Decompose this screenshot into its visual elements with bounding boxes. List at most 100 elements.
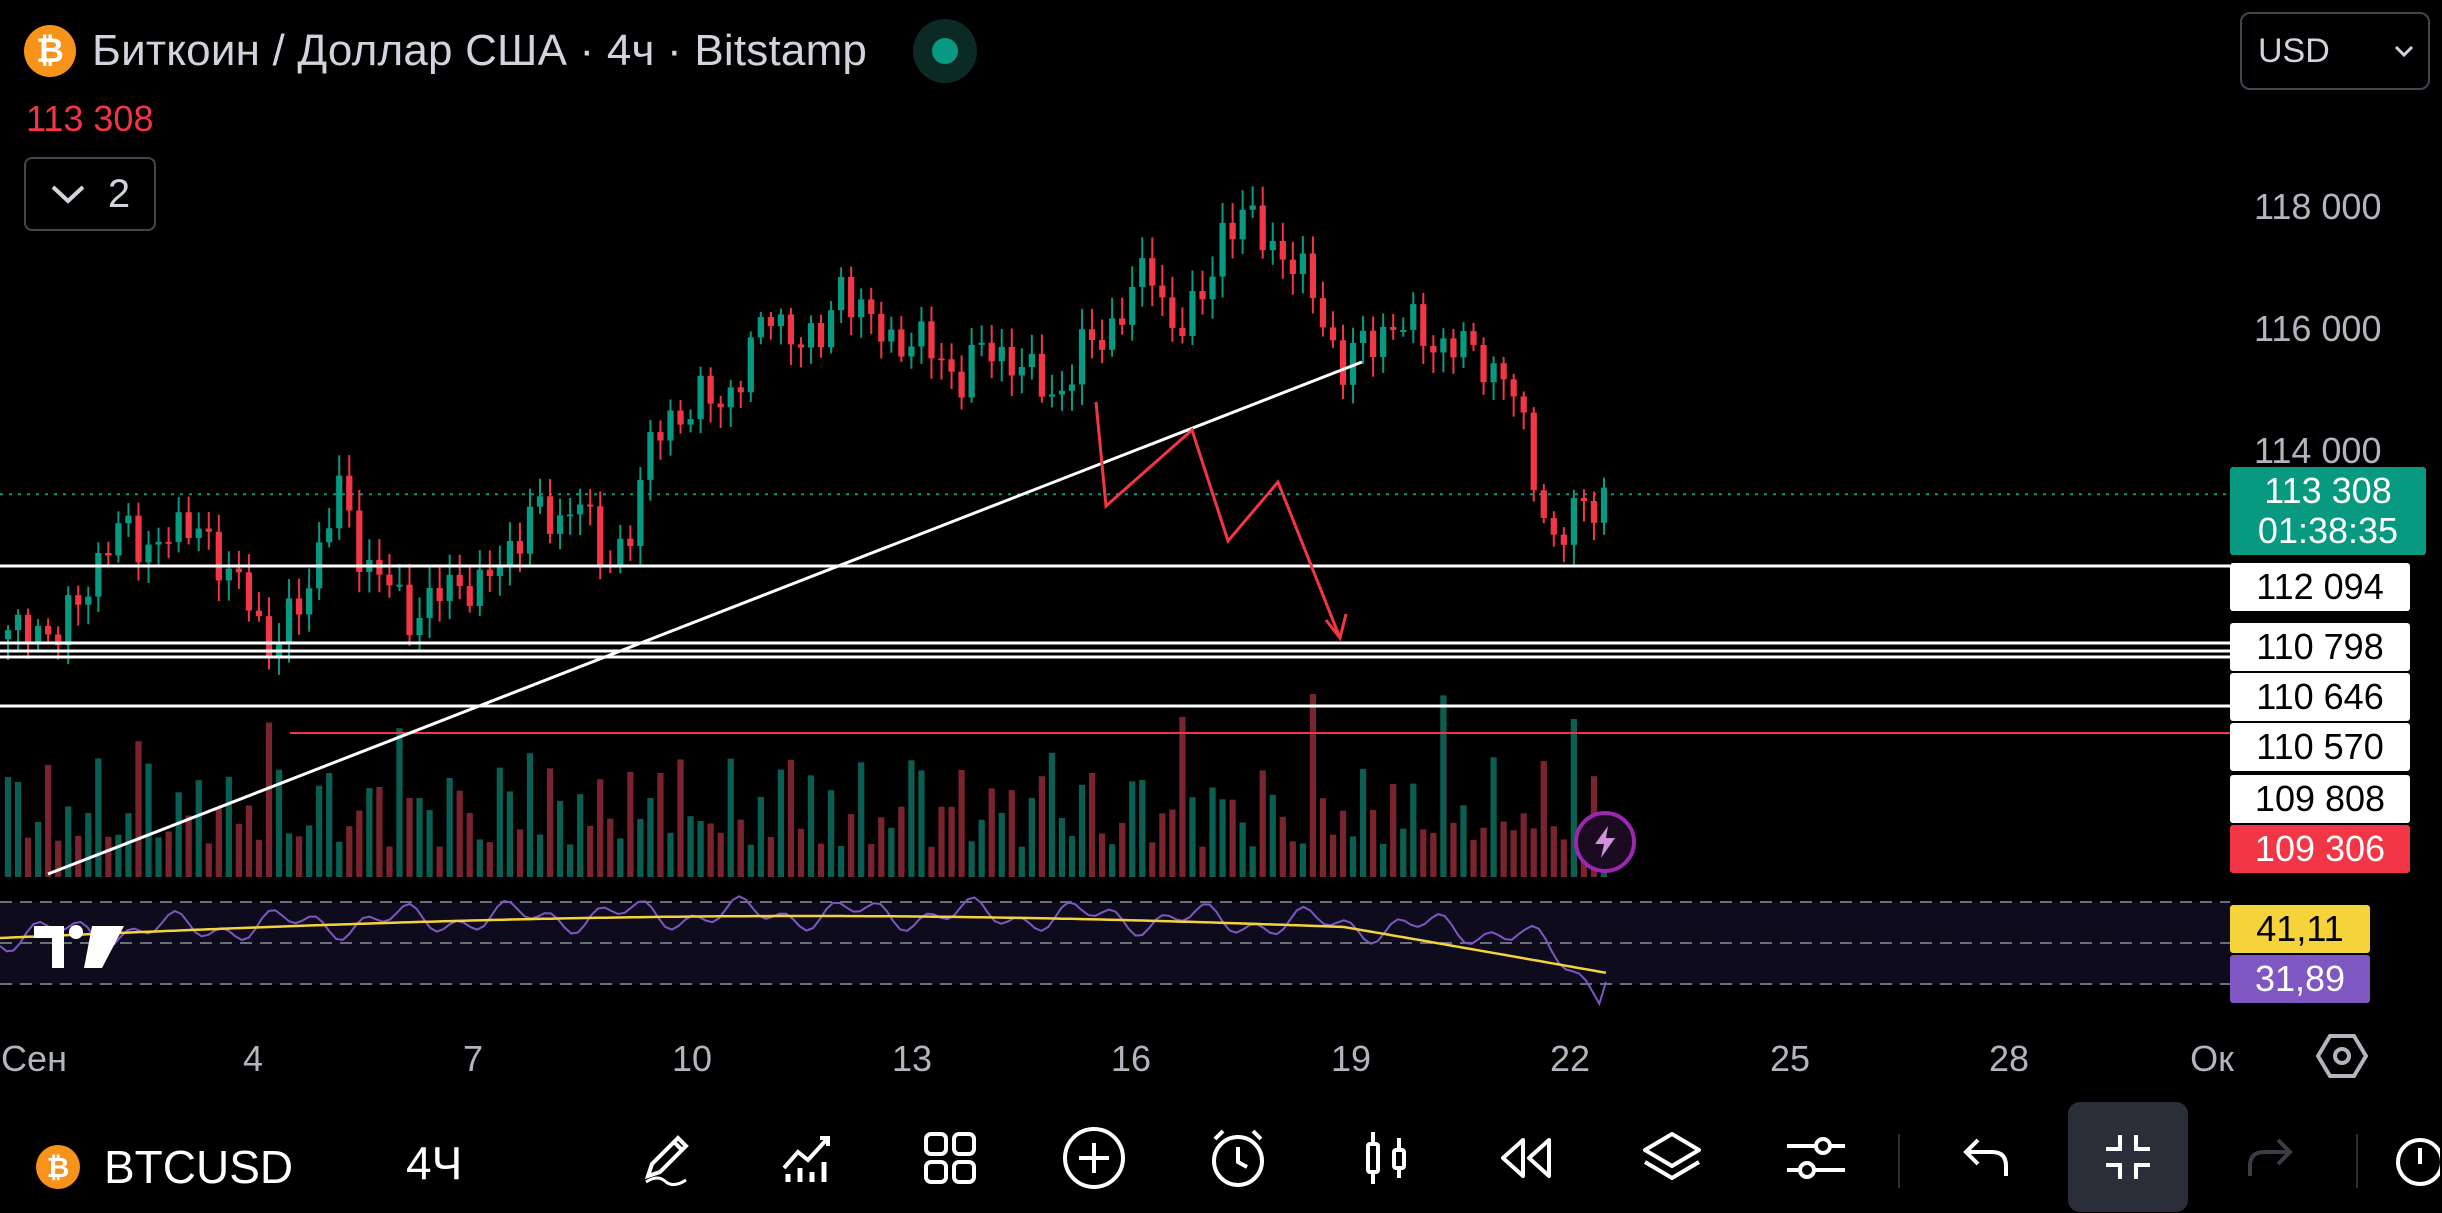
candle-body [346, 475, 353, 511]
volume-bar [1560, 839, 1567, 877]
volume-bar [225, 776, 232, 877]
candle-body [968, 344, 975, 398]
candle-body [45, 625, 52, 635]
volume-bar [577, 794, 584, 877]
red-level-label[interactable]: 109 306 [2230, 825, 2410, 873]
level-label[interactable]: 110 570 [2230, 723, 2410, 771]
volume-bar [767, 837, 774, 877]
candle-body [1580, 498, 1588, 501]
indicators-icon[interactable] [772, 1122, 844, 1194]
volume-bar [436, 846, 443, 877]
settings-sliders-icon[interactable] [1780, 1122, 1852, 1194]
volume-bar [1400, 828, 1407, 877]
layers-icon[interactable] [1636, 1122, 1708, 1194]
fullscreen-exit-icon[interactable] [2068, 1102, 2188, 1212]
candle-body [1289, 259, 1296, 275]
candle-body [486, 569, 493, 576]
volume-bar [476, 839, 483, 877]
candle-body [1048, 394, 1056, 397]
candle-body [787, 314, 795, 345]
volume-bar [205, 843, 212, 877]
volume-bar [1189, 797, 1196, 877]
volume-bar [275, 769, 283, 877]
volume-bar [1520, 813, 1527, 877]
volume-bar [426, 810, 433, 877]
level-label[interactable]: 112 094 [2230, 563, 2410, 611]
chart-settings-icon[interactable] [2316, 1032, 2368, 1080]
volume-bar [727, 758, 734, 877]
candle-body [727, 387, 734, 408]
undo-icon[interactable] [1948, 1122, 2020, 1194]
redo-icon[interactable] [2236, 1122, 2308, 1194]
volume-bar [1259, 770, 1266, 877]
volume-bar [908, 760, 915, 877]
volume-bar [1289, 841, 1296, 877]
candle-body [1370, 330, 1377, 358]
collapse-indicators-button[interactable]: 2 [24, 157, 156, 231]
price-chart[interactable] [0, 0, 2442, 1100]
candle-body [4, 630, 12, 640]
bar-style-icon[interactable] [1350, 1122, 1422, 1194]
replay-icon[interactable] [1490, 1122, 1562, 1194]
volume-bar [526, 753, 534, 877]
symbol-search-button[interactable]: ₿ BTCUSD [36, 1140, 293, 1194]
candle-body [386, 574, 393, 586]
layouts-icon[interactable] [914, 1122, 986, 1194]
volume-bar [878, 817, 885, 877]
volume-bar [396, 728, 403, 877]
candle-body [55, 634, 62, 646]
candle-body [1410, 304, 1417, 330]
volume-bar [717, 832, 724, 877]
candle-body [948, 359, 955, 372]
volume-bar [466, 812, 473, 877]
candle-body [777, 314, 785, 327]
candle-body [1239, 209, 1246, 240]
level-label[interactable]: 110 646 [2230, 673, 2410, 721]
candle-body [306, 588, 313, 615]
volume-bar [637, 818, 644, 877]
volume-bar [175, 792, 182, 877]
volume-bar [898, 806, 905, 877]
candle-body [1309, 253, 1317, 299]
add-icon[interactable] [1058, 1122, 1130, 1194]
candle-body [687, 419, 694, 425]
candle-body [1299, 253, 1306, 275]
candle-body [1229, 222, 1236, 240]
lightning-icon[interactable] [1574, 811, 1636, 873]
volume-bar [516, 829, 524, 877]
time-tick: Ок [2190, 1038, 2234, 1079]
currency-select[interactable]: USD [2240, 12, 2430, 90]
market-status-icon[interactable] [913, 19, 978, 83]
time-tick: Сен [1, 1038, 67, 1079]
candle-body [988, 342, 995, 362]
candle-body [908, 346, 915, 357]
volume-bar [938, 806, 945, 877]
candle-body [506, 540, 513, 565]
draw-icon[interactable] [630, 1122, 702, 1194]
volume-bar [1319, 798, 1327, 877]
volume-bar [1510, 830, 1517, 877]
candle-body [567, 514, 574, 517]
time-tick: 22 [1549, 1038, 1591, 1079]
level-label[interactable]: 110 798 [2230, 623, 2410, 671]
volume-bar [406, 797, 413, 877]
candle-body [516, 540, 524, 554]
volume-bar [376, 786, 383, 877]
level-label[interactable]: 109 808 [2230, 775, 2410, 823]
rsi-panel [0, 902, 2230, 984]
candle-body [1008, 346, 1015, 376]
symbol-header[interactable]: ₿ Биткоин / Доллар США · 4ч · Bitstamp [24, 19, 978, 83]
candle-body [918, 321, 925, 347]
candle-body [285, 598, 293, 643]
volume-bar [657, 773, 664, 877]
timeframe-button[interactable]: 4Ч [406, 1137, 463, 1189]
candle-body [1209, 276, 1216, 300]
alert-icon[interactable] [1202, 1122, 1274, 1194]
candle-body [1189, 291, 1196, 336]
more-tools-icon[interactable] [2380, 1122, 2440, 1194]
bitcoin-icon: ₿ [24, 25, 76, 77]
candle-body [416, 618, 423, 636]
candle-body [1269, 240, 1276, 251]
candle-body [436, 587, 443, 602]
candle-body [1109, 318, 1116, 350]
